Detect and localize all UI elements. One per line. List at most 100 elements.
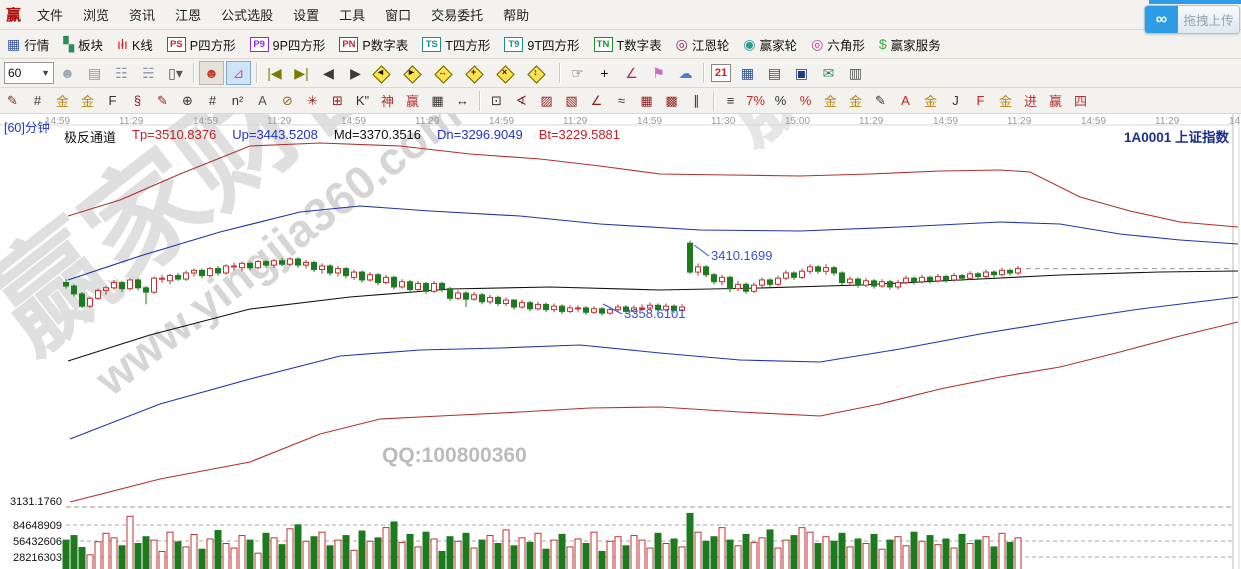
- grid-lines-icon[interactable]: #: [33, 93, 42, 108]
- percent-lines-icon[interactable]: %: [799, 93, 812, 108]
- a-line-icon[interactable]: A: [258, 93, 267, 108]
- move-diamond-icon[interactable]: ↕: [527, 64, 552, 84]
- expand-diamond-icon[interactable]: ×: [496, 64, 521, 84]
- toolbar-item-9t-square[interactable]: T9 9T四方形: [497, 35, 586, 54]
- box-tool-icon[interactable]: ⊡: [491, 92, 502, 108]
- chart-canvas[interactable]: 3410.1699 3358.6101 3131.1760 84648909 56432…: [0, 114, 1241, 569]
- n-square-icon[interactable]: n²: [231, 93, 244, 108]
- shen-grid-icon[interactable]: 神: [380, 94, 394, 109]
- grid-table-icon[interactable]: ▦: [640, 92, 653, 108]
- chart-overlay-icon[interactable]: ☵: [142, 64, 155, 81]
- k-quote-icon[interactable]: K": [355, 93, 370, 108]
- mail-share-icon[interactable]: ✉: [822, 64, 835, 81]
- menu-item-0[interactable]: 文件: [37, 8, 64, 23]
- gold-angle-icon[interactable]: 金: [923, 94, 937, 109]
- menu-item-4[interactable]: 公式选股: [221, 8, 274, 23]
- menu-item-7[interactable]: 窗口: [385, 8, 412, 23]
- compress-diamond-icon[interactable]: +: [465, 64, 490, 84]
- box-lines-icon[interactable]: ▧: [565, 92, 578, 108]
- marker-pen-icon[interactable]: ✎: [157, 92, 168, 108]
- shade-grid-icon[interactable]: ▩: [665, 92, 678, 108]
- toolbar-item-hexagon[interactable]: ◎ 六角形: [804, 35, 872, 54]
- square-circle-icon[interactable]: ⊞: [332, 92, 343, 108]
- gold-grid2-icon[interactable]: 金: [80, 94, 94, 109]
- toolbar-item-winner-service[interactable]: $ 赢家服务: [872, 35, 948, 54]
- fan-lines-icon[interactable]: ∢: [516, 92, 527, 108]
- time-axis-label: 14:59: [489, 116, 515, 127]
- wave-icon[interactable]: ≈: [617, 93, 626, 108]
- jin-lines-icon[interactable]: 进: [1023, 94, 1037, 109]
- gold-circle-icon[interactable]: 金: [823, 94, 837, 109]
- first-bar-icon[interactable]: |◀: [267, 64, 282, 81]
- ghost-red-icon[interactable]: ☻: [199, 61, 224, 85]
- shift-right-diamond-icon[interactable]: ►: [403, 64, 428, 84]
- toolbar-item-gann-wheel[interactable]: ◎ 江恩轮: [669, 35, 737, 54]
- toolbar-item-t-square[interactable]: TS T四方形: [415, 35, 497, 54]
- kline-color-icon[interactable]: ⊿: [226, 61, 251, 85]
- candle-style-dropdown[interactable]: ▯▾: [168, 64, 183, 81]
- pen-tool-icon[interactable]: ✎: [7, 92, 18, 108]
- menu-item-3[interactable]: 江恩: [175, 8, 202, 23]
- f-grid-icon[interactable]: F: [108, 93, 117, 108]
- menu-item-9[interactable]: 帮助: [503, 8, 530, 23]
- time-axis-label: 14:59: [193, 116, 219, 127]
- percent-icon[interactable]: %: [774, 93, 787, 108]
- menu-item-6[interactable]: 工具: [339, 8, 366, 23]
- circle-ticks-icon[interactable]: ⊕: [182, 92, 193, 108]
- h-span-icon[interactable]: ↔: [456, 93, 469, 108]
- menu-item-5[interactable]: 设置: [293, 8, 320, 23]
- next-bar-icon[interactable]: ▶: [350, 64, 361, 81]
- toolbar-item-9p-square[interactable]: P9 9P四方形: [243, 35, 333, 54]
- toolbar-item-t-table[interactable]: TN T数字表: [587, 35, 669, 54]
- j-angle-icon[interactable]: J: [952, 93, 959, 108]
- toolbar-item-quotes[interactable]: ▦ 行情: [0, 35, 56, 54]
- h-expand-diamond-icon[interactable]: ↔: [434, 64, 459, 84]
- last-bar-icon[interactable]: ▶|: [294, 64, 309, 81]
- menu-item-1[interactable]: 浏览: [83, 8, 110, 23]
- calendar-icon[interactable]: 21: [711, 64, 731, 82]
- gold-angle2-icon[interactable]: 金: [998, 94, 1012, 109]
- print-icon[interactable]: ▥: [848, 64, 863, 81]
- calculator-icon[interactable]: ▦: [740, 64, 755, 81]
- flag-tool-icon[interactable]: ⚑: [652, 64, 665, 81]
- dense-grid-icon[interactable]: ▦: [431, 92, 444, 108]
- ying-grid-icon[interactable]: 赢: [405, 94, 419, 109]
- menu-item-8[interactable]: 交易委托: [431, 8, 484, 23]
- parallel-lines-icon[interactable]: ∥: [693, 92, 700, 108]
- f-angle-icon[interactable]: F: [976, 93, 985, 108]
- report-icon[interactable]: ▤: [87, 64, 102, 81]
- gold-lines-icon[interactable]: 金: [848, 94, 862, 109]
- gold-grid-icon[interactable]: 金: [55, 94, 69, 109]
- netdisk-upload-overlay[interactable]: ∞ 拖拽上传: [1144, 5, 1240, 34]
- crosshair-tool-icon[interactable]: +: [600, 65, 609, 81]
- a-lines-red-icon[interactable]: A: [901, 93, 910, 108]
- angle-measure-icon[interactable]: ∠: [625, 64, 638, 81]
- shift-left-diamond-icon[interactable]: ◄: [372, 64, 397, 84]
- toolbar-item-sectors[interactable]: ▚ 板块: [56, 35, 110, 54]
- ghost-icon[interactable]: ☻: [60, 65, 75, 81]
- chart-small-icon[interactable]: ☷: [115, 64, 128, 81]
- save-icon[interactable]: ▣: [794, 64, 809, 81]
- toolbar-item-p-square[interactable]: PS P四方形: [160, 35, 243, 54]
- cloud-tool-icon[interactable]: ☁: [678, 64, 693, 81]
- gann-fan-circle-icon[interactable]: ⊘: [282, 92, 293, 108]
- angle-lines-icon[interactable]: ∠: [590, 92, 603, 108]
- si-lines-icon[interactable]: 四: [1073, 94, 1087, 109]
- period-combo[interactable]: 60 ▼: [4, 62, 54, 84]
- toolbar-item-p-table[interactable]: PN P数字表: [332, 35, 415, 54]
- hand-tool-icon[interactable]: ☞: [571, 64, 584, 81]
- prev-bar-icon[interactable]: ◀: [323, 64, 334, 81]
- ying-lines-icon[interactable]: 赢: [1048, 94, 1062, 109]
- toolbar-item-winner-wheel[interactable]: ◉ 赢家轮: [736, 35, 804, 54]
- compass-star-icon[interactable]: ✳: [307, 92, 318, 108]
- notes-icon[interactable]: ▤: [767, 64, 782, 81]
- candle-pen-icon[interactable]: ✎: [875, 92, 886, 108]
- fan-box-icon[interactable]: ▨: [540, 92, 553, 108]
- menu-item-2[interactable]: 资讯: [129, 8, 156, 23]
- spiral-icon[interactable]: §: [133, 93, 142, 108]
- toolbar-item-kline[interactable]: ıłı K线: [110, 35, 160, 54]
- toolbar-item-label: 板块: [78, 38, 104, 53]
- hatch-grid-icon[interactable]: #: [208, 93, 217, 108]
- bar-count-icon[interactable]: ≡: [726, 93, 735, 108]
- percent-triangle-icon[interactable]: 7%: [746, 93, 765, 108]
